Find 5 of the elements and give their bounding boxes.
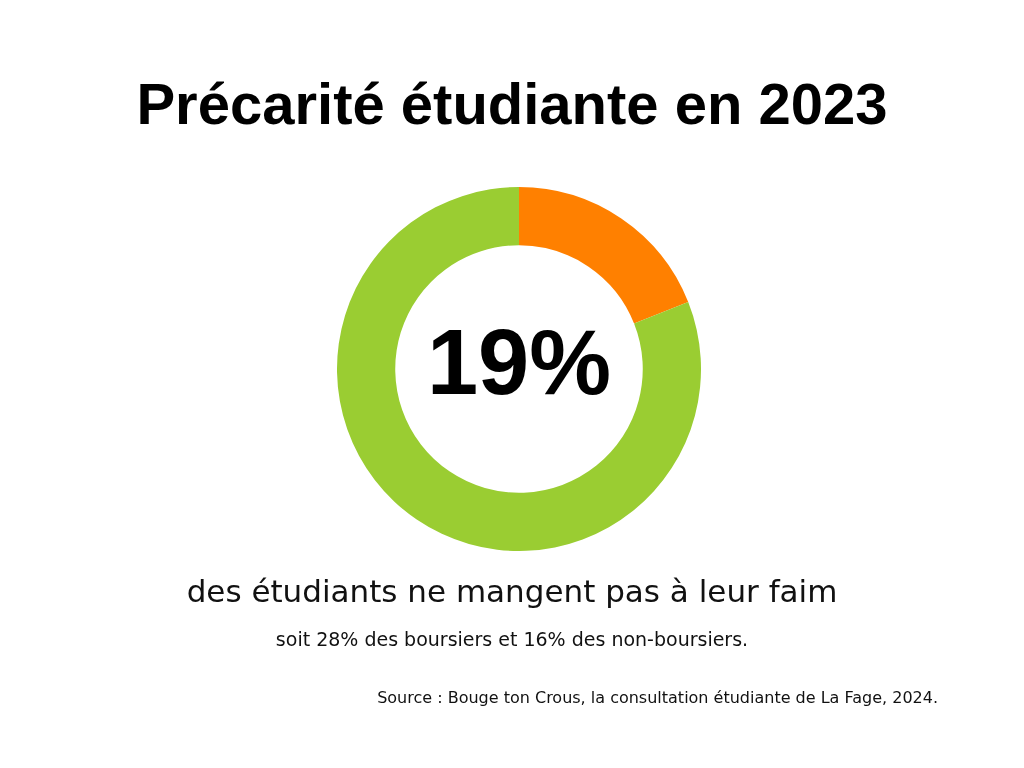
text: soit 28% des boursiers et 16% des non-boursiers. <box>274 628 750 650</box>
data-label: 19% <box>426 311 612 414</box>
text: des étudiants ne mangent pas à leur faim <box>185 573 839 609</box>
source-note: Source : Bouge ton Crous, la consultation étudiante de La Fage, 2024. <box>376 688 938 707</box>
chart-title: Précarité étudiante en 2023 <box>135 70 889 137</box>
